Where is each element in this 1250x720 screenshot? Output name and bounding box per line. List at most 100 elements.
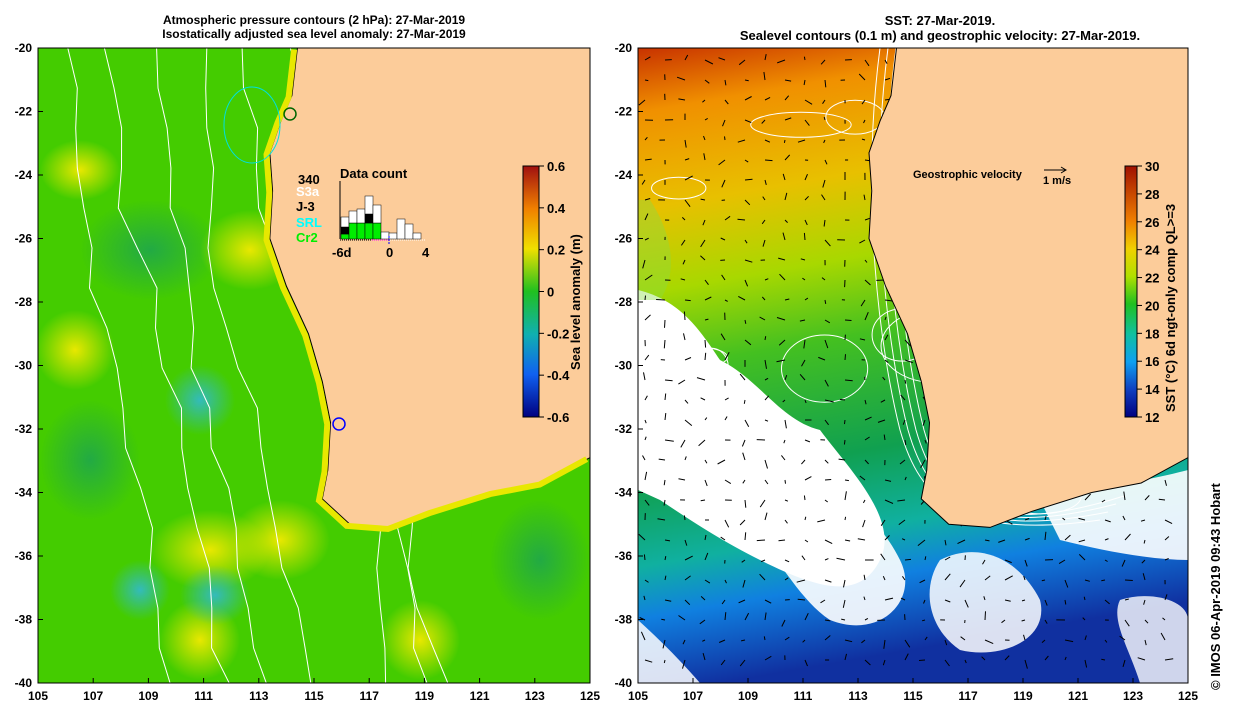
colorbar-tick-label: 20	[1145, 298, 1159, 313]
coastal-sla-band	[263, 49, 589, 533]
colorbar-tick-label: 22	[1145, 271, 1159, 286]
colorbar-tick-label: 16	[1145, 354, 1159, 369]
left-lon-tick-label: 125	[580, 689, 600, 703]
sst-map	[638, 48, 1188, 683]
left-lon-tick-label: 111	[194, 689, 213, 703]
histogram-bar	[388, 232, 398, 240]
histogram-bar	[372, 204, 382, 224]
colorbar-tick-label: 14	[1145, 382, 1160, 397]
right-lat-tick-label: -30	[615, 359, 633, 373]
left-lat-tick-label: -22	[15, 105, 33, 119]
colorbar-tick-label: -0.6	[547, 410, 569, 425]
colorbar-tick-label: -0.2	[547, 326, 569, 341]
velocity-scale-label: 1 m/s	[1043, 175, 1072, 187]
right-lat-tick-label: -24	[615, 168, 633, 182]
right-lon-tick-label: 107	[683, 689, 703, 703]
right-lat-tick-label: -32	[615, 422, 633, 436]
colorbar-tick-label: -0.4	[547, 368, 570, 383]
left-lon-tick-label: 117	[360, 689, 380, 703]
left-lon-tick-label: 107	[83, 689, 103, 703]
left-lon-tick-label: 121	[470, 689, 490, 703]
right-lat-tick-label: -26	[615, 232, 633, 246]
histogram-bar	[356, 208, 366, 224]
tide-gauge-marker	[283, 107, 297, 121]
right-lon-tick-label: 105	[628, 689, 648, 703]
sst-colorbar-label: SST (°C) 6d ngt-only comp QL>=3	[1163, 203, 1178, 412]
satellite-j3: J-3	[296, 199, 315, 214]
credit-text: © IMOS 06-Apr-2019 09:43 Hobart	[1208, 483, 1223, 690]
hist-label-minus6d: -6d	[332, 245, 352, 260]
colorbar-tick-label: 26	[1145, 215, 1159, 230]
histogram-bar	[364, 213, 374, 224]
sst-colorbar	[1124, 165, 1138, 418]
right-lat-tick-label: -34	[615, 486, 633, 500]
tide-gauge-marker	[332, 417, 346, 431]
right-lon-tick-label: 113	[848, 689, 868, 703]
histogram-bar	[412, 232, 422, 240]
right-axes: 105 107 109 111 113 115 117 119 121 123 125 -20 -22 -…	[615, 41, 1199, 703]
left-title-line2: Isostatically adjusted sea level anomaly…	[162, 27, 466, 41]
histogram-bar	[356, 222, 366, 240]
sla-colorbar	[522, 165, 540, 418]
left-axes: 105 107 109 111 113 115 117 119 121 123 125 -20 -22 -…	[15, 41, 601, 703]
histogram-bar	[404, 223, 414, 240]
left-lon-tick-label: 109	[138, 689, 158, 703]
land-australia	[868, 48, 1188, 528]
right-lat-tick-label: -36	[615, 549, 633, 563]
left-lat-tick-label: -32	[15, 422, 33, 436]
cloud-mask	[638, 200, 1188, 683]
left-lat-tick-label: -36	[15, 549, 33, 563]
right-lon-tick-label: 121	[1068, 689, 1088, 703]
data-count-title: Data count	[340, 166, 408, 181]
right-lon-tick-label: 111	[794, 689, 813, 703]
left-lon-tick-label: 113	[249, 689, 269, 703]
left-lat-tick-label: -28	[15, 295, 33, 309]
left-lon-tick-label: 105	[28, 689, 48, 703]
right-lon-tick-label: 117	[958, 689, 978, 703]
right-lon-tick-label: 123	[1123, 689, 1143, 703]
histogram-bar	[340, 226, 350, 235]
sla-map	[38, 48, 590, 683]
right-title: SST: 27-Mar-2019. Sealevel contours (0.1…	[640, 13, 1240, 43]
histogram-bar	[364, 222, 374, 240]
histogram-bar	[380, 231, 390, 240]
histogram-bar	[348, 222, 358, 240]
satellite-s3a: S3a	[296, 184, 320, 199]
sla-colorbar-label: Sea level anomaly (m)	[568, 234, 583, 370]
satellite-cr2: Cr2	[296, 230, 318, 245]
data-count-histogram	[339, 181, 425, 244]
colorbar-tick-label: 0.2	[547, 243, 565, 258]
colorbar-tick-label: 28	[1145, 187, 1159, 202]
colorbar-tick-label: 24	[1145, 243, 1160, 258]
right-lat-tick-label: -20	[615, 41, 633, 55]
histogram-bar	[396, 218, 406, 240]
velocity-scale-arrow	[1044, 166, 1067, 174]
right-lon-tick-label: 125	[1178, 689, 1198, 703]
left-lat-tick-label: -20	[15, 41, 33, 55]
left-lat-tick-label: -34	[15, 486, 33, 500]
histogram-bar	[340, 233, 350, 240]
left-title-line1: Atmospheric pressure contours (2 hPa): 2…	[162, 13, 466, 27]
left-lat-tick-label: -40	[15, 676, 33, 690]
histogram-bar	[372, 222, 382, 240]
right-lat-tick-label: -38	[615, 613, 633, 627]
right-title-line1: SST: 27-Mar-2019.	[884, 13, 996, 28]
left-lat-tick-label: -38	[15, 613, 33, 627]
colorbar-tick-label: 0.4	[547, 201, 566, 216]
hist-label-0: 0	[386, 245, 394, 260]
histogram-bar	[340, 216, 350, 228]
right-lat-tick-label: -22	[615, 105, 633, 119]
colorbar-tick-label: 12	[1145, 410, 1159, 425]
left-lon-tick-label: 123	[525, 689, 545, 703]
right-lon-tick-label: 115	[903, 689, 923, 703]
left-lon-tick-label: 119	[415, 689, 435, 703]
right-lat-tick-label: -40	[615, 676, 633, 690]
right-lon-tick-label: 119	[1013, 689, 1033, 703]
altimeter-track-circle	[223, 86, 281, 164]
satellite-srl: SRL	[296, 215, 322, 230]
left-title: Atmospheric pressure contours (2 hPa): 2…	[40, 13, 588, 41]
right-lon-tick-label: 109	[738, 689, 758, 703]
colorbar-tick-label: 0	[547, 285, 554, 300]
left-lat-tick-label: -30	[15, 359, 33, 373]
